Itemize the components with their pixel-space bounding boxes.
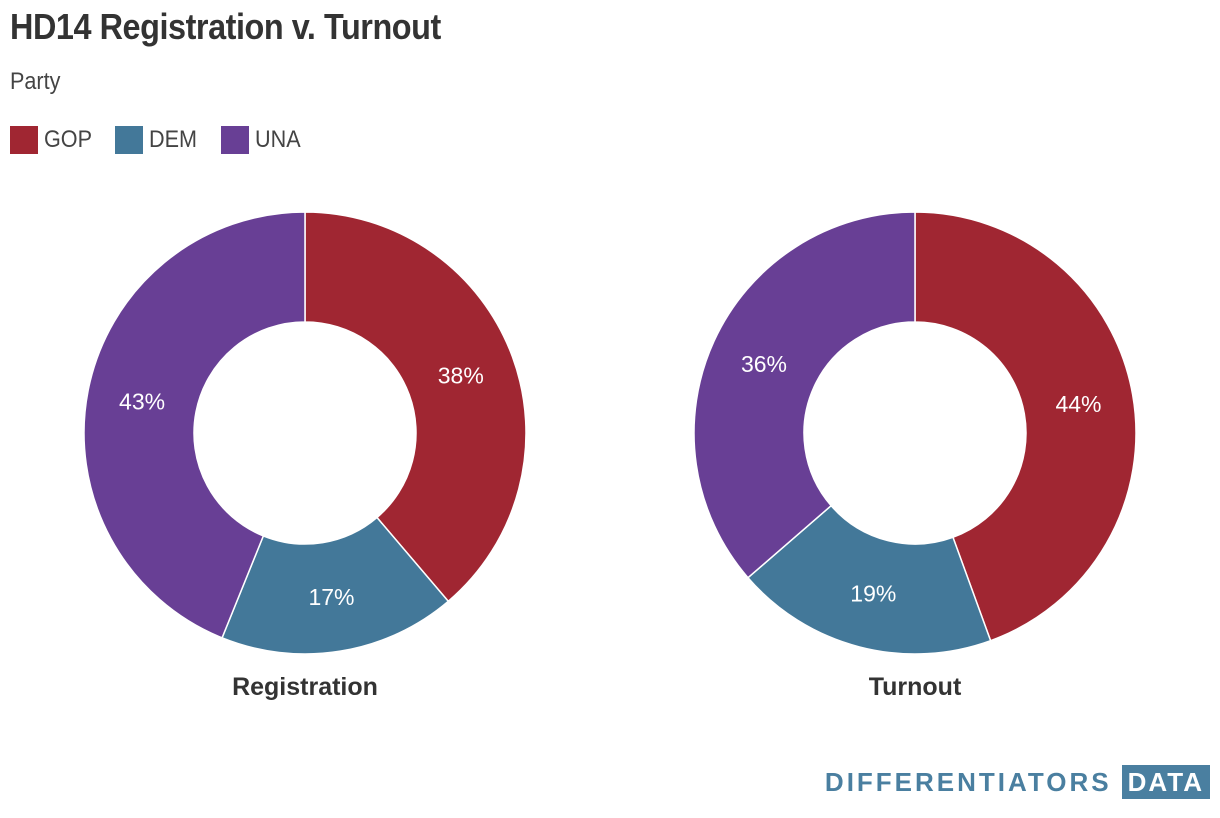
slice-una[interactable] (693, 211, 916, 579)
legend-item-dem[interactable]: DEM (115, 126, 202, 154)
slice-label-dem: 17% (308, 584, 354, 610)
slice-dem[interactable] (221, 516, 450, 655)
slice-label-gop: 44% (1055, 391, 1101, 417)
slice-label-una: 43% (119, 388, 165, 414)
chart-subtitle: Party (10, 68, 61, 95)
donut-title: Registration (232, 673, 378, 701)
brand-logo: DIFFERENTIATORS DATA (825, 765, 1210, 799)
slice-label-una: 36% (741, 351, 787, 377)
slice-label-dem: 19% (850, 581, 896, 607)
brand-data-badge: DATA (1121, 765, 1210, 799)
brand-name: DIFFERENTIATORS (824, 766, 1112, 797)
legend-label-gop: GOP (44, 126, 93, 153)
legend: GOP DEM UNA (10, 126, 323, 154)
slice-gop[interactable] (914, 211, 1137, 642)
legend-item-una[interactable]: UNA (220, 126, 306, 154)
slice-gop[interactable] (304, 211, 527, 603)
slice-label-gop: 38% (438, 363, 484, 389)
slice-dem[interactable] (746, 504, 992, 655)
donut-turnout: 44% 19% 36% Turnout (693, 211, 1137, 701)
donut-registration: 38% 17% 43% Registration (83, 211, 527, 701)
legend-swatch-dem (115, 126, 144, 154)
legend-label-dem: DEM (149, 126, 198, 153)
legend-swatch-gop (10, 126, 38, 154)
slice-una[interactable] (83, 211, 306, 639)
legend-swatch-una (220, 126, 249, 154)
legend-item-gop[interactable]: GOP (10, 126, 97, 154)
legend-label-una: UNA (254, 126, 301, 153)
donut-title: Turnout (869, 673, 962, 701)
chart-title: HD14 Registration v. Turnout (10, 6, 441, 47)
